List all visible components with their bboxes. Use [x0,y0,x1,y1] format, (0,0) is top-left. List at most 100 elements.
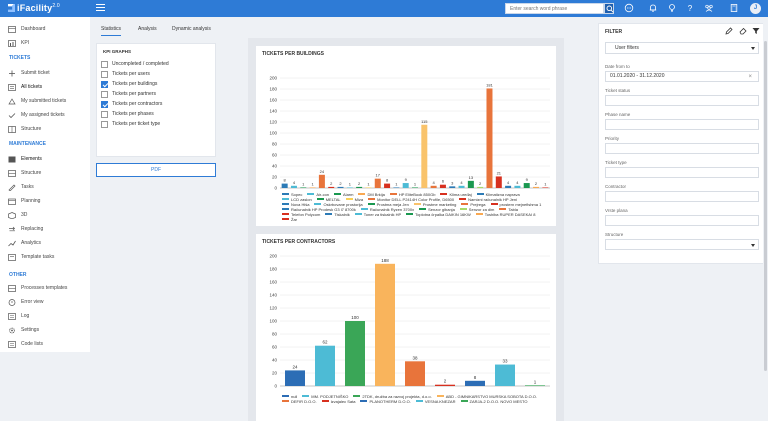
legend-item[interactable]: Miza [345,197,363,202]
legend-item[interactable]: Žar [282,217,297,222]
legend-item[interactable]: PLANOTHERM D.O.O. [360,399,411,404]
avatar[interactable]: J [750,3,761,14]
legend-item[interactable]: MELTAL [316,197,341,202]
legend-item[interactable]: Telefon Polycom [282,212,320,217]
sidebar-item-settings[interactable]: Settings [8,325,88,336]
kpi-option-tickets-per-users[interactable]: Tickets per users [101,70,215,79]
legend-item[interactable]: Senzor za dim [459,207,494,212]
kpi-option-tickets-per-partners[interactable]: Tickets per partners [101,90,215,99]
legend-item[interactable]: Oskrbovane prostorija [314,202,363,207]
date-range-input[interactable]: 01.01.2020 - 31.12.2020 × [605,71,759,82]
filter-field-vrste-plana[interactable] [605,215,759,226]
filter-icon[interactable] [752,27,760,35]
sidebar-item-submit-ticket[interactable]: Submit ticket [8,68,88,79]
bell-icon[interactable] [648,3,658,13]
user-filters-select[interactable]: User filters [605,42,759,54]
tab-analysis[interactable]: Analysis [138,26,157,32]
legend-item[interactable]: ABD - GIMNIKARSTVO MURSKA SOBOTA D.O.O. [436,394,537,399]
kpi-option-uncompleted-completed[interactable]: Uncompleted / completed [101,60,215,69]
app-logo[interactable]: iFacility2.0 [8,3,60,13]
legend-item[interactable]: Sopec [282,192,302,197]
checkbox[interactable] [101,111,108,118]
checkbox[interactable] [101,71,108,78]
legend-item[interactable]: Air-con [307,192,329,197]
sidebar-item-planning[interactable]: Planning [8,196,88,207]
kpi-option-tickets-per-phases[interactable]: Tickets per phases [101,110,215,119]
legend-item[interactable]: LCD zaslon [282,197,312,202]
filter-field-phase-name[interactable] [605,119,759,130]
tab-statistics[interactable]: Statistics [101,23,122,36]
filter-field-structure[interactable] [605,239,759,250]
tab-dynamic-analysis[interactable]: Dynamic analysis [172,26,211,32]
sidebar-item-analytics[interactable]: Analytics [8,238,88,249]
legend-item[interactable]: ZARJA-2 D.O.O. NOVO MESTO [460,399,527,404]
checkbox[interactable] [101,91,108,98]
filter-field-ticket-type[interactable] [605,167,759,178]
legend-item[interactable]: Nova Hiša [282,202,309,207]
legend-item[interactable]: Klimatizna naprava [476,192,520,197]
legend-item[interactable]: 2TDK, družba za razvoj projekta, d.o.o. [353,394,432,399]
kpi-option-tickets-per-buildings[interactable]: Tickets per buildings [101,80,215,89]
legend-item[interactable]: Alarm [334,192,353,197]
sidebar-item-3d[interactable]: 3D [8,210,88,221]
legend-item[interactable]: DM Brkija [358,192,385,197]
sidebar-item-ticket-structure[interactable]: Structure [8,124,88,135]
sidebar-item-code-lists[interactable]: Code lists [8,339,88,350]
help-icon[interactable]: ? [685,3,695,13]
menu-toggle-icon[interactable] [96,4,105,11]
users-icon[interactable] [704,3,714,13]
legend-item[interactable]: HP EliteBook 850Gb [389,192,435,197]
scrollbar-thumb[interactable] [764,41,767,371]
legend-item[interactable]: Toner za tiskalnik HP [354,212,401,217]
sidebar-item-tasks[interactable]: Tasks [8,182,88,193]
sidebar-item-all-tickets[interactable]: All tickets [8,82,88,93]
filter-field-contractor[interactable] [605,191,759,202]
sidebar-item-error-view[interactable]: Error view [8,297,88,308]
sidebar-item-structure[interactable]: Structure [8,168,88,179]
search-input[interactable] [505,3,604,14]
checkbox[interactable] [101,101,108,108]
sidebar-item-elements[interactable]: Elements [8,154,88,165]
legend-item[interactable]: MM. PODJETNIŠKO [302,394,348,399]
kpi-option-tickets-per-contractors[interactable]: Tickets per contractors [101,100,215,109]
calculator-icon[interactable] [729,3,739,13]
lightbulb-icon[interactable] [667,3,677,13]
legend-item[interactable]: DEFIR D.O.O. [282,399,317,404]
sidebar-item-my-submitted-tickets[interactable]: My submitted tickets [8,96,88,107]
legend-item[interactable]: Namizni računalnik HP Jeni [459,197,517,202]
checkbox[interactable] [101,121,108,128]
legend-item[interactable]: VESNA KNEZAR [415,399,456,404]
legend-item[interactable]: Tiskalnik [325,212,350,217]
checkbox[interactable] [101,81,108,88]
checkbox[interactable] [101,61,108,68]
legend-item[interactable]: Prejrega [461,202,486,207]
filter-field-ticket-status[interactable] [605,95,759,106]
legend-item[interactable]: Toshiba RUPER DASEKAI 8 [475,212,535,217]
clear-icon[interactable]: × [748,74,752,80]
chat-icon[interactable] [624,3,634,13]
sidebar-item-my-assigned-tickets[interactable]: My assigned tickets [8,110,88,121]
legend-item[interactable]: Računalnik Ryzen 3700x [360,207,414,212]
legend-item[interactable]: prostern mejnefishma 1 [490,202,541,207]
legend-item[interactable]: Senzor gibanja [419,207,455,212]
sidebar-item-template-tasks[interactable]: Template tasks [8,252,88,263]
legend-item[interactable]: Izvajalec Sata [321,399,355,404]
sidebar-item-log[interactable]: Log [8,311,88,322]
legend-item[interactable]: Toplotna črpalka DAIKIN 16KW [406,212,471,217]
eraser-icon[interactable] [739,27,747,35]
legend-item[interactable]: Tabla [499,207,518,212]
legend-item[interactable]: Računalnik HP Prodesk G3 i7 8700k [282,207,356,212]
pdf-button[interactable]: PDF [96,163,216,177]
search-button[interactable] [604,3,614,14]
sidebar-item-processes-templates[interactable]: Processes templates [8,283,88,294]
kpi-option-tickets-per-ticket-type[interactable]: Tickets per ticket type [101,120,215,129]
sidebar-item-dashboard[interactable]: Dashboard [8,24,88,35]
legend-item[interactable]: Monitor DELL P2414H Color Profile, D6500 [368,197,454,202]
sidebar-item-replacing[interactable]: Replacing [8,224,88,235]
legend-item[interactable]: Prostme marketing [413,202,456,207]
page-scrollbar[interactable] [763,17,768,421]
filter-field-priority[interactable] [605,143,759,154]
sidebar-item-kpi[interactable]: KPI [8,38,88,49]
legend-item[interactable]: Prostma meja Jen [367,202,409,207]
legend-item[interactable]: null [282,394,297,399]
